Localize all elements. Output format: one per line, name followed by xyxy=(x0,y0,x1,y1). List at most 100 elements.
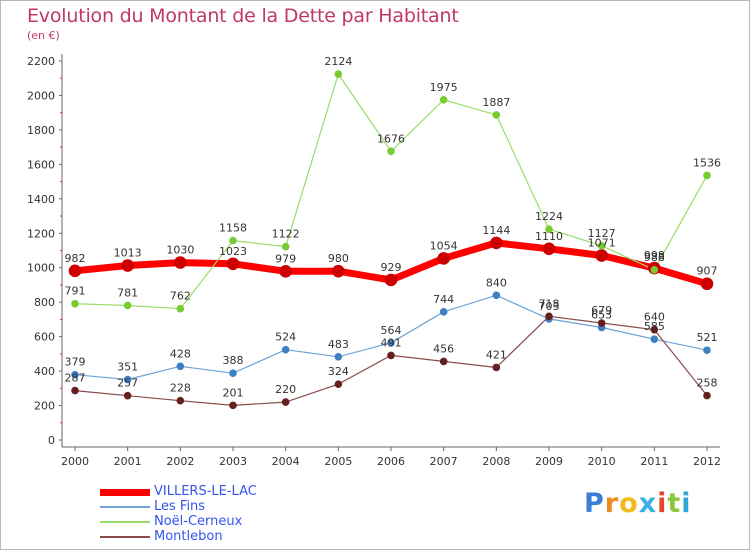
data-point xyxy=(542,242,556,256)
y-tick-label: 2000 xyxy=(27,89,55,102)
data-label: 979 xyxy=(275,252,296,265)
data-label: 483 xyxy=(328,338,349,351)
data-label: 718 xyxy=(539,297,560,310)
data-point xyxy=(437,252,450,265)
data-label: 980 xyxy=(328,252,349,265)
data-label: 456 xyxy=(433,342,454,355)
data-point xyxy=(71,386,79,395)
data-point xyxy=(387,351,395,360)
data-label: 1071 xyxy=(588,236,616,249)
data-point xyxy=(439,308,448,316)
x-tick-label: 2010 xyxy=(588,455,616,468)
data-point xyxy=(229,401,237,410)
data-label: 524 xyxy=(275,331,296,344)
data-point xyxy=(68,264,82,278)
x-tick-label: 2008 xyxy=(482,455,510,468)
data-label: 351 xyxy=(117,361,138,374)
data-point xyxy=(229,236,237,245)
logo-letter: i xyxy=(657,488,668,519)
data-label: 287 xyxy=(65,372,86,385)
logo-letter: r xyxy=(604,488,620,519)
data-point xyxy=(334,70,343,78)
data-point xyxy=(334,380,343,388)
chart-title: Evolution du Montant de la Dette par Hab… xyxy=(27,5,459,27)
data-label: 907 xyxy=(697,265,718,278)
data-label: 791 xyxy=(65,285,86,298)
data-point xyxy=(439,357,448,366)
data-label: 781 xyxy=(117,286,138,299)
data-label: 1158 xyxy=(219,222,247,235)
data-point xyxy=(595,249,608,262)
data-label: 840 xyxy=(486,276,507,289)
data-label: 929 xyxy=(381,261,402,274)
x-tick-label: 2004 xyxy=(272,455,300,468)
y-tick-label: 600 xyxy=(34,331,55,344)
data-point xyxy=(281,242,290,251)
data-point xyxy=(281,345,290,354)
legend-label: Montlebon xyxy=(154,529,223,544)
data-label: 1023 xyxy=(219,245,247,258)
y-tick-label: 2200 xyxy=(27,55,55,68)
data-point xyxy=(545,225,553,233)
data-point xyxy=(650,325,659,334)
data-point xyxy=(71,299,79,308)
data-label: 998 xyxy=(644,249,665,262)
data-point xyxy=(703,391,711,400)
legend-swatch xyxy=(100,521,150,523)
data-label: 1127 xyxy=(588,227,616,240)
x-tick-label: 2001 xyxy=(114,455,142,468)
data-point xyxy=(700,277,714,291)
y-tick-label: 400 xyxy=(34,365,55,378)
logo-letter: i xyxy=(681,488,692,519)
x-tick-label: 2006 xyxy=(377,455,405,468)
logo-letter: x xyxy=(638,488,658,519)
data-label: 220 xyxy=(275,383,296,396)
data-label: 1887 xyxy=(482,96,510,109)
data-point xyxy=(387,339,395,347)
y-tick-label: 1200 xyxy=(27,227,55,240)
logo-letter: P xyxy=(584,488,605,519)
data-label: 1536 xyxy=(693,156,721,169)
data-label: 388 xyxy=(223,354,244,367)
logo-letter: t xyxy=(667,488,682,519)
y-tick-label: 1600 xyxy=(27,158,55,171)
y-tick-label: 1800 xyxy=(27,124,55,137)
data-label: 228 xyxy=(170,382,191,395)
data-point xyxy=(597,319,606,327)
data-label: 257 xyxy=(117,377,138,390)
data-point xyxy=(384,273,398,287)
data-point xyxy=(279,265,292,278)
legend-swatch xyxy=(100,536,150,538)
y-tick-label: 0 xyxy=(48,434,55,447)
x-tick-label: 2009 xyxy=(535,455,563,468)
x-tick-label: 2007 xyxy=(430,455,458,468)
data-point xyxy=(123,391,132,400)
proxiti-logo: Proxiti xyxy=(584,488,692,519)
data-label: 2124 xyxy=(324,55,352,68)
x-tick-label: 2003 xyxy=(219,455,247,468)
logo-letter: o xyxy=(619,488,639,519)
legend-label: Les Fins xyxy=(154,499,206,514)
data-label: 258 xyxy=(697,377,718,390)
legend-swatch xyxy=(100,488,150,496)
data-point xyxy=(332,264,345,278)
x-tick-label: 2005 xyxy=(324,455,352,468)
data-label: 653 xyxy=(591,309,612,322)
data-point xyxy=(71,370,79,379)
data-label: 1110 xyxy=(535,230,563,243)
data-label: 421 xyxy=(486,348,507,361)
data-label: 1224 xyxy=(535,210,563,223)
y-tick-label: 800 xyxy=(34,296,55,309)
data-point xyxy=(703,171,711,180)
legend-label: Noël-Cerneux xyxy=(154,514,243,529)
y-tick-label: 1000 xyxy=(27,262,55,275)
data-label: 744 xyxy=(433,293,454,306)
data-point xyxy=(176,362,185,371)
data-point xyxy=(121,259,134,272)
data-point xyxy=(439,95,448,104)
data-label: 703 xyxy=(539,300,560,313)
data-point xyxy=(650,265,659,274)
x-tick-label: 2000 xyxy=(61,455,89,468)
data-point xyxy=(334,352,343,361)
